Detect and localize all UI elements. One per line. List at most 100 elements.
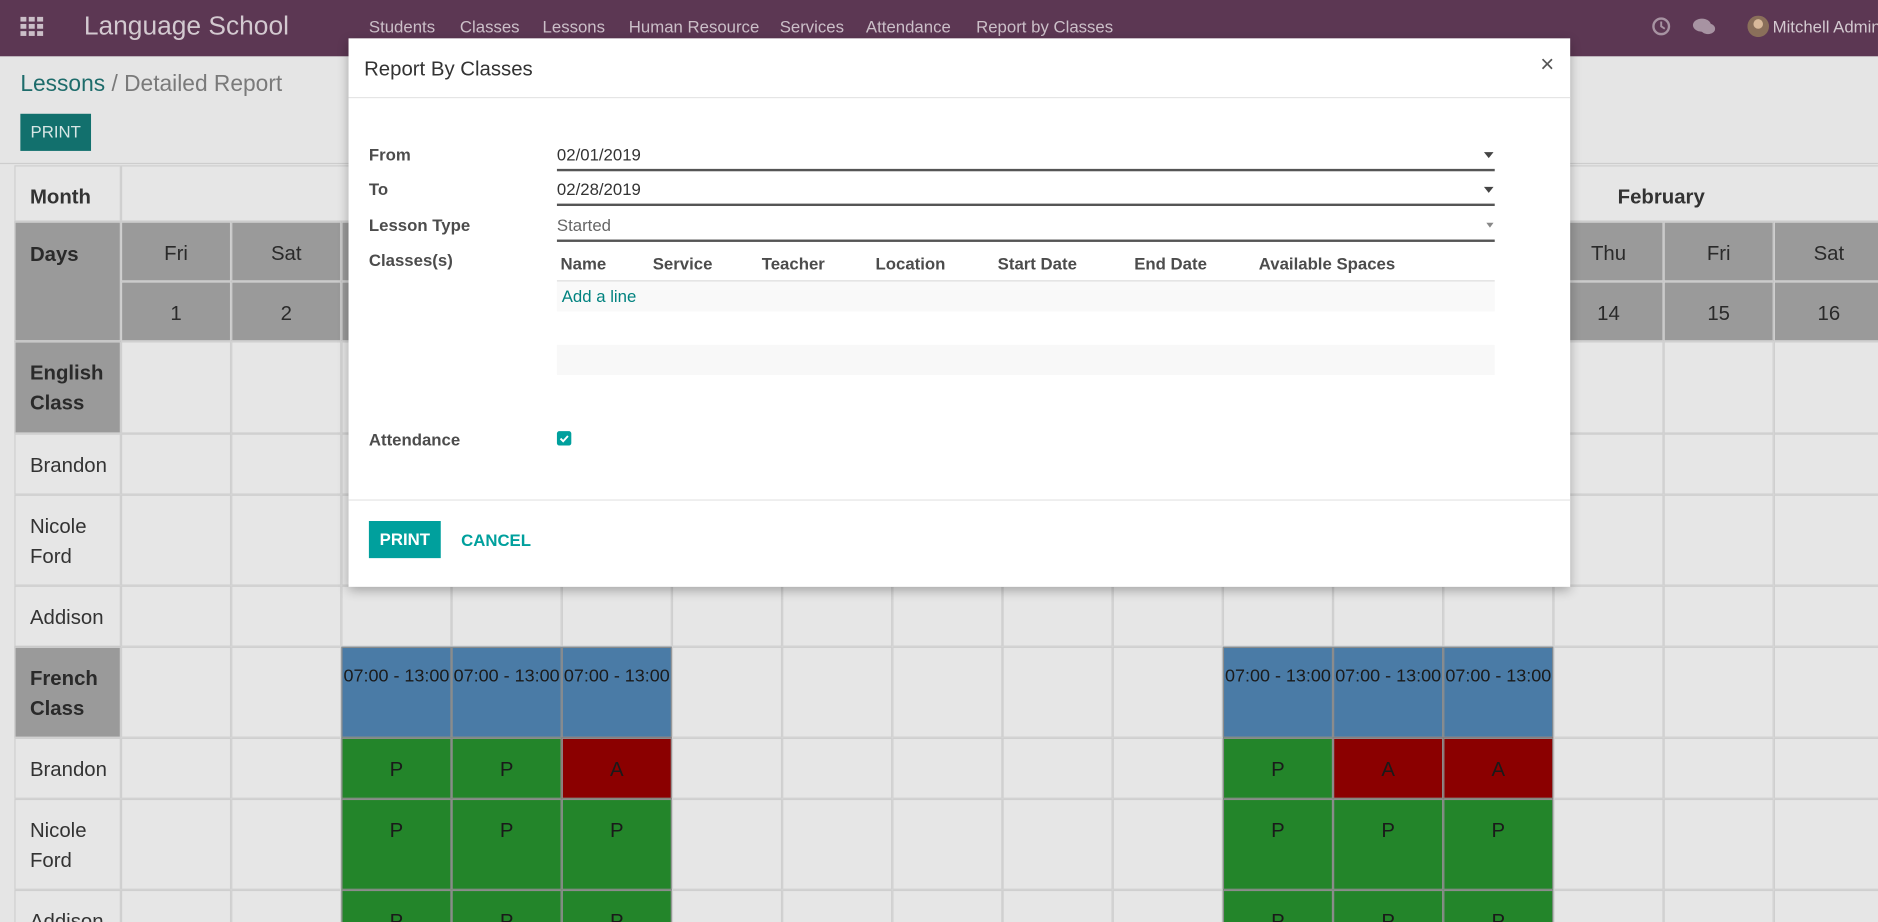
modal-title: Report By Classes <box>364 57 533 81</box>
print-button[interactable]: PRINT <box>368 520 441 559</box>
date-input[interactable]: 02/28/2019 <box>556 177 1495 207</box>
name-cell: Addison <box>14 585 121 647</box>
input-value: 02/01/2019 <box>556 144 641 165</box>
subtable-footer <box>556 344 1495 375</box>
schedule-cell: P <box>1333 798 1444 890</box>
name-cell: Addison <box>14 889 121 922</box>
day-number-cell: 16 <box>1773 281 1878 342</box>
close-button[interactable]: × <box>1540 51 1555 78</box>
schedule-cell <box>1773 341 1878 434</box>
schedule-cell: P <box>451 889 562 922</box>
schedule-cell: A <box>1333 737 1444 799</box>
breadcrumb-current: Detailed Report <box>124 71 283 98</box>
menu-item[interactable]: Services <box>779 16 845 36</box>
name-cell: Brandon <box>14 433 121 495</box>
menu-item[interactable]: Lessons <box>542 16 606 36</box>
checkbox[interactable] <box>556 431 572 446</box>
schedule-cell <box>120 798 232 890</box>
print-button[interactable]: PRINT <box>20 113 92 151</box>
schedule-cell <box>1663 889 1774 922</box>
column-header: Service <box>652 253 713 274</box>
schedule-cell <box>1773 889 1878 922</box>
avatar[interactable] <box>1747 15 1770 38</box>
schedule-cell: 07:00 - 13:00 <box>1222 646 1334 738</box>
field-label: To <box>368 179 389 199</box>
schedule-cell <box>1663 585 1774 647</box>
schedule-cell <box>892 798 1003 890</box>
schedule-cell <box>1553 433 1664 495</box>
schedule-cell: P <box>341 889 452 922</box>
schedule-cell <box>1773 646 1878 738</box>
schedule-cell <box>1553 341 1664 434</box>
schedule-cell <box>1002 585 1113 647</box>
user-menu[interactable]: Mitchell Admin <box>1772 16 1878 36</box>
schedule-cell: P <box>561 798 672 890</box>
weekday-cell: Fri <box>120 221 232 282</box>
divider <box>348 97 1571 99</box>
name-cell: Brandon <box>14 737 121 799</box>
schedule-cell <box>1443 585 1554 647</box>
column-header: Teacher <box>761 253 825 274</box>
schedule-cell <box>120 646 232 738</box>
schedule-cell <box>1663 433 1774 495</box>
schedule-cell <box>671 889 783 922</box>
schedule-cell <box>1553 889 1664 922</box>
schedule-cell <box>1002 737 1113 799</box>
schedule-cell: P <box>1222 737 1334 799</box>
schedule-cell <box>120 341 232 434</box>
schedule-cell <box>231 889 342 922</box>
schedule-cell <box>120 494 232 586</box>
menu-item[interactable]: Human Resource <box>628 16 760 36</box>
schedule-cell <box>120 889 232 922</box>
schedule-cell <box>782 889 893 922</box>
breadcrumb-link[interactable]: Lessons <box>20 71 106 98</box>
schedule-cell: P <box>341 798 452 890</box>
schedule-cell <box>231 737 342 799</box>
activity-icon[interactable] <box>1652 17 1671 36</box>
schedule-cell <box>231 494 342 586</box>
input-value: Started <box>556 215 611 235</box>
header-cell: Month <box>14 165 121 222</box>
chat-icon[interactable] <box>1692 17 1716 36</box>
schedule-cell <box>1112 646 1223 738</box>
schedule-cell: 07:00 - 13:00 <box>1443 646 1554 738</box>
weekday-cell: Thu <box>1553 221 1664 282</box>
dropdown-caret <box>1486 222 1494 228</box>
date-input[interactable]: 02/01/2019 <box>556 143 1495 172</box>
schedule-cell <box>231 585 342 647</box>
divider <box>348 499 1571 501</box>
menu-item[interactable]: Students <box>368 16 436 36</box>
schedule-cell <box>1002 798 1113 890</box>
schedule-cell: 07:00 - 13:00 <box>561 646 672 738</box>
menu-item[interactable]: Classes <box>459 16 520 36</box>
schedule-cell <box>1553 646 1664 738</box>
schedule-cell <box>1773 737 1878 799</box>
apps-icon[interactable] <box>20 16 44 39</box>
cancel-button[interactable]: CANCEL <box>461 530 531 550</box>
schedule-cell <box>1663 494 1774 586</box>
menu-item[interactable]: Report by Classes <box>976 16 1114 36</box>
dropdown-caret <box>1483 152 1494 159</box>
schedule-cell: P <box>451 798 562 890</box>
column-header: Location <box>875 253 946 274</box>
schedule-cell <box>782 646 893 738</box>
select-input[interactable]: Started <box>556 213 1495 242</box>
brand[interactable]: Language School <box>83 10 289 41</box>
schedule-cell: 07:00 - 13:00 <box>451 646 562 738</box>
schedule-cell <box>892 585 1003 647</box>
schedule-cell <box>892 646 1003 738</box>
add-line-link[interactable]: Add a line <box>556 281 1495 312</box>
schedule-cell <box>341 585 452 647</box>
input-value: 02/28/2019 <box>556 179 641 199</box>
schedule-cell <box>1112 798 1223 890</box>
breadcrumb-separator: / <box>111 71 118 98</box>
schedule-cell <box>451 585 562 647</box>
schedule-cell <box>1663 341 1774 434</box>
day-number-cell: 15 <box>1663 281 1774 342</box>
schedule-cell <box>120 585 232 647</box>
menu-item[interactable]: Attendance <box>865 16 951 36</box>
column-header: Available Spaces <box>1258 253 1396 274</box>
field-label: Lesson Type <box>368 215 471 235</box>
